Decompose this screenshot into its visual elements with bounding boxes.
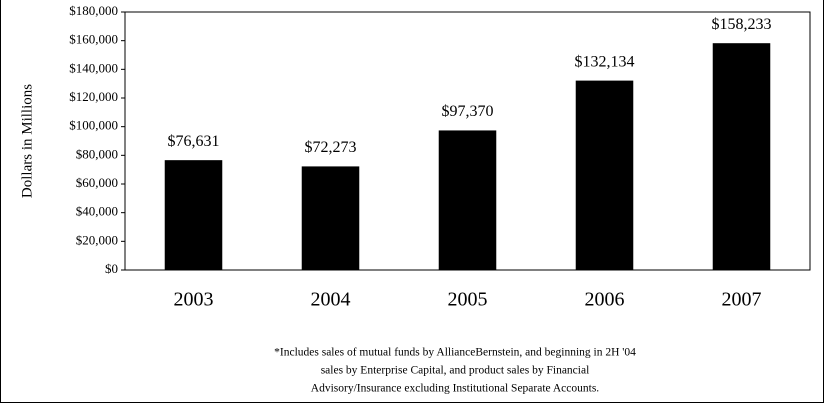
value-label: $76,631	[168, 133, 220, 150]
y-tick-label: $0	[105, 261, 118, 276]
x-tick-label: 2005	[448, 289, 488, 311]
y-tick-label: $180,000	[69, 3, 118, 18]
x-tick-label: 2007	[722, 289, 762, 311]
y-tick-label: $60,000	[76, 175, 118, 190]
y-tick-label: $140,000	[69, 60, 118, 75]
y-axis-label: Dollars in Millions	[19, 84, 35, 198]
y-tick-label: $160,000	[69, 32, 118, 47]
footnote: sales by Enterprise Capital, and product…	[321, 365, 590, 377]
bar	[712, 43, 771, 270]
y-tick-label: $40,000	[76, 204, 118, 219]
value-label: $132,134	[575, 53, 635, 70]
value-label: $158,233	[712, 16, 772, 33]
footnote: Advisory/Insurance excluding Institution…	[311, 383, 600, 395]
bar	[438, 130, 497, 270]
bar	[301, 166, 360, 270]
x-tick-label: 2004	[311, 289, 351, 311]
footnote: *Includes sales of mutual funds by Allia…	[274, 347, 636, 359]
y-tick-label: $100,000	[69, 118, 118, 133]
y-tick-label: $80,000	[76, 146, 118, 161]
bar	[164, 160, 223, 270]
value-label: $72,273	[305, 139, 357, 156]
value-label: $97,370	[442, 103, 494, 120]
x-tick-label: 2003	[174, 289, 214, 311]
y-tick-label: $120,000	[69, 89, 118, 104]
x-tick-label: 2006	[585, 289, 625, 311]
bar	[575, 80, 634, 270]
y-tick-label: $20,000	[76, 232, 118, 247]
